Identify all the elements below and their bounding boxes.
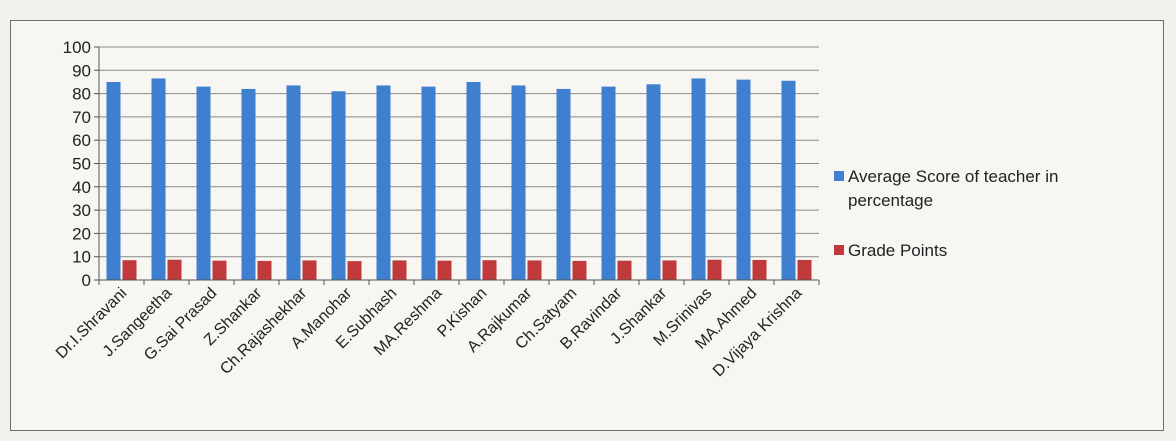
bar-grade-points (302, 260, 317, 280)
bar-average-score (736, 79, 751, 280)
bar-grade-points (257, 260, 272, 280)
bar-grade-points (527, 260, 542, 280)
bar-average-score (601, 86, 616, 280)
bar-average-score (511, 85, 526, 280)
bar-average-score (466, 81, 481, 280)
chart-frame: 0 10 20 30 40 50 60 70 80 90 100 Dr.I.Shravani J.Sa… (10, 20, 1164, 431)
bar-average-score (421, 86, 436, 280)
bar-grade-points (482, 260, 497, 280)
bar-grade-points (617, 260, 632, 280)
y-tick-label: 70 (72, 108, 91, 127)
bar-grade-points (662, 260, 677, 280)
bar-grade-points (437, 260, 452, 280)
y-tick-label: 80 (72, 85, 91, 104)
bar-average-score (151, 78, 166, 280)
bars (106, 78, 812, 281)
bar-grade-points (167, 259, 182, 280)
bar-average-score (286, 85, 301, 280)
bar-grade-points (797, 259, 812, 280)
bar-average-score (196, 86, 211, 280)
y-tick-label: 100 (63, 38, 91, 57)
y-tick-label: 10 (72, 248, 91, 267)
legend: Average Score of teacher in percentage Gra… (834, 167, 1058, 260)
bar-average-score (556, 88, 571, 280)
bar-average-score (241, 88, 256, 280)
bar-chart: 0 10 20 30 40 50 60 70 80 90 100 Dr.I.ShravaniJ.Sa… (53, 38, 1059, 380)
bar-grade-points (392, 260, 407, 280)
y-tick-label: 90 (72, 61, 91, 80)
bar-average-score (106, 81, 121, 280)
y-tick-label: 50 (72, 155, 91, 174)
bar-average-score (376, 85, 391, 280)
legend-swatch-average-score (834, 171, 844, 181)
bar-grade-points (752, 259, 767, 280)
legend-label-average-score: Average Score of teacher in percentage (848, 167, 1058, 210)
y-axis: 0 10 20 30 40 50 60 70 80 90 100 (63, 38, 100, 290)
y-tick-label: 30 (72, 201, 91, 220)
bar-average-score (781, 80, 796, 280)
y-tick-label: 20 (72, 224, 91, 243)
bar-grade-points (122, 260, 137, 280)
bar-grade-points (572, 260, 587, 280)
bar-grade-points (212, 260, 227, 280)
bar-average-score (691, 78, 706, 280)
legend-label-grade-points: Grade Points (848, 241, 947, 260)
legend-swatch-grade-points (834, 245, 844, 255)
y-tick-label: 40 (72, 178, 91, 197)
y-tick-label: 60 (72, 131, 91, 150)
bar-average-score (646, 84, 661, 280)
bar-grade-points (347, 261, 362, 280)
bar-average-score (331, 91, 346, 281)
gridlines (99, 46, 819, 281)
y-tick-label: 0 (82, 271, 91, 290)
bar-grade-points (707, 259, 722, 280)
